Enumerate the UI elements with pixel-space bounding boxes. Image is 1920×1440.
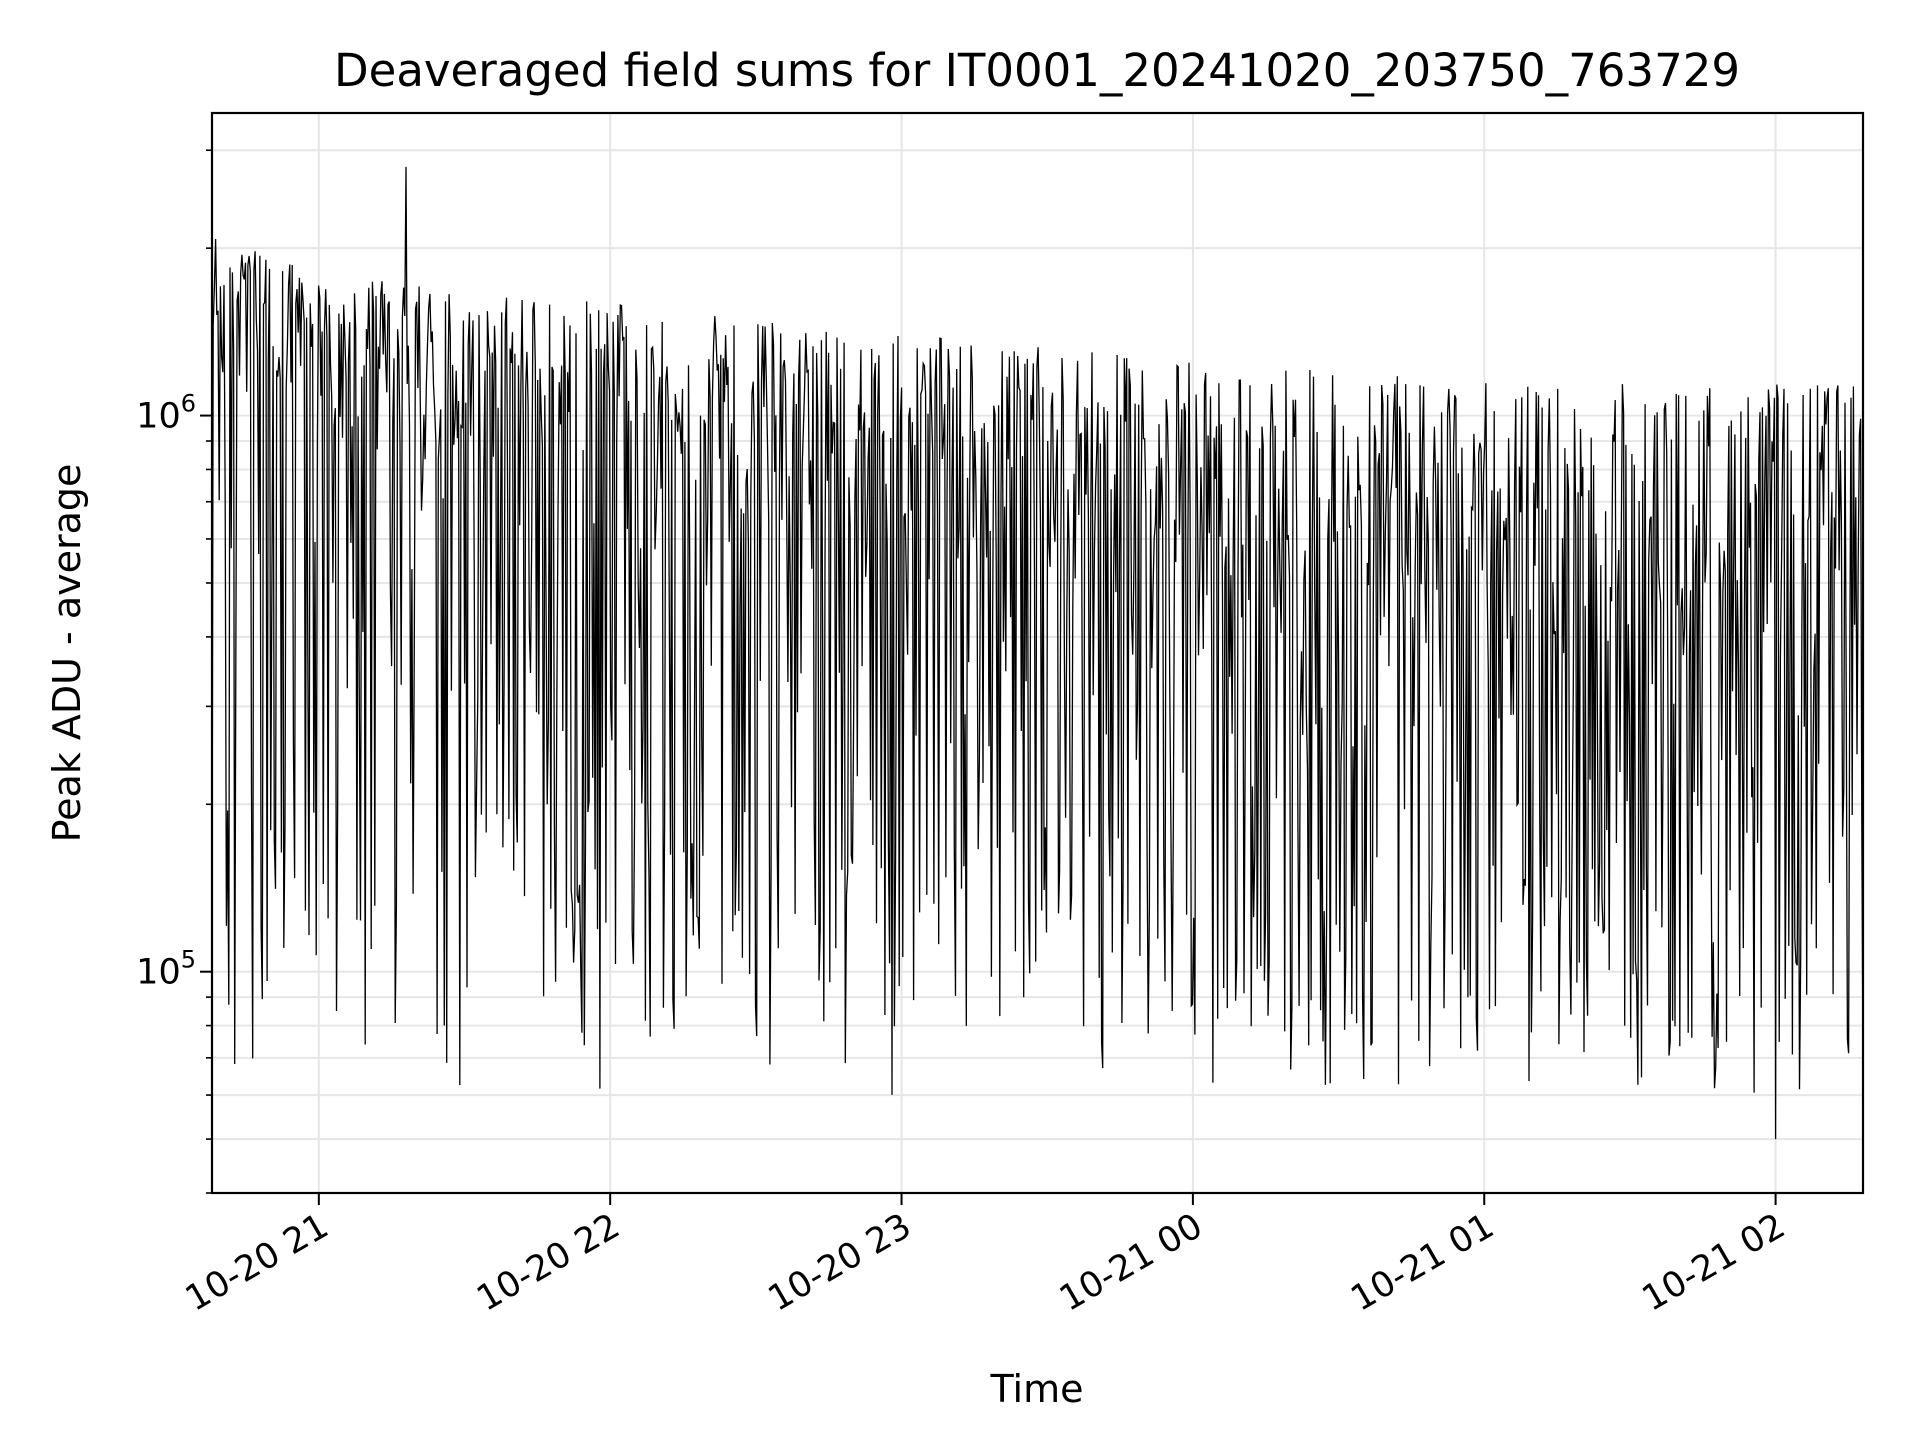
data-line-layer [211, 166, 1864, 1140]
series-line [211, 166, 1864, 1140]
x-axis-label: Time [990, 1367, 1084, 1411]
gridlines [212, 113, 1863, 1194]
y-tick-label: 106 [136, 390, 196, 437]
y-tick-label: 105 [136, 946, 196, 993]
y-axis-label: Peak ADU - average [45, 464, 89, 843]
chart-title: Deaveraged field sums for IT0001_2024102… [334, 44, 1740, 97]
axis-ticks [200, 149, 1777, 1205]
plot-frame [210, 111, 1865, 1195]
y-tick-labels: 105 106 [136, 390, 196, 993]
